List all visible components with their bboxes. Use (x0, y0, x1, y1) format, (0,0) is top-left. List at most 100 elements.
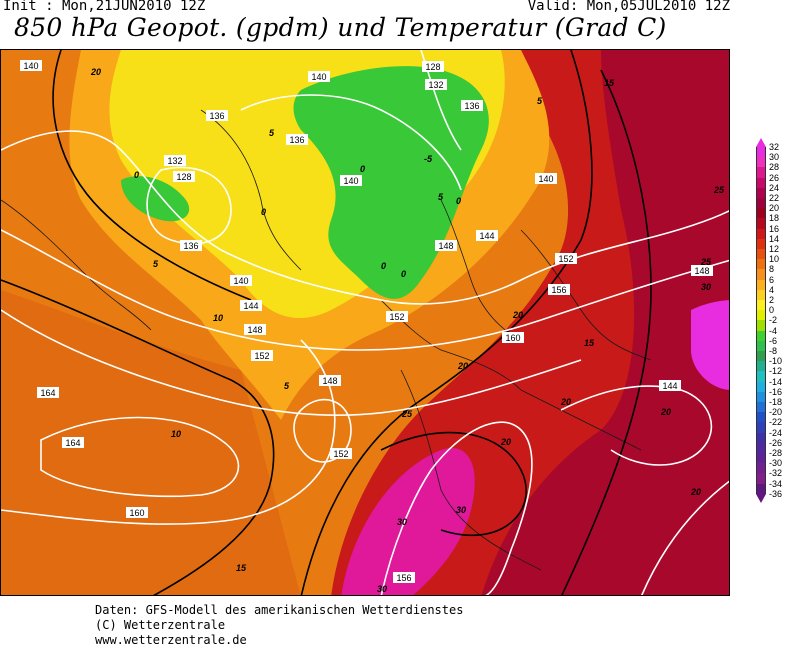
legend-tick-label: 2 (769, 295, 775, 305)
legend-tick-label: -20 (769, 407, 783, 418)
svg-text:15: 15 (236, 563, 247, 573)
legend-tick-label: -28 (769, 448, 783, 458)
svg-text:30: 30 (377, 584, 387, 594)
legend-tick-label: 8 (769, 264, 775, 275)
svg-text:128: 128 (176, 172, 191, 182)
legend-swatch (756, 412, 766, 423)
svg-text:152: 152 (558, 254, 573, 264)
svg-text:10: 10 (213, 313, 223, 323)
legend-swatch (756, 300, 766, 311)
legend-tick-label: 20 (769, 203, 780, 214)
legend-tick-label: -16 (769, 386, 783, 397)
legend-swatch (756, 279, 766, 291)
svg-text:140: 140 (233, 276, 248, 286)
svg-text:10: 10 (171, 429, 181, 439)
svg-text:136: 136 (289, 135, 304, 145)
valid-time: Valid: Mon,05JUL2010 12Z (527, 0, 730, 14)
legend-tick-label: -6 (769, 335, 778, 346)
legend-swatch (756, 391, 766, 403)
svg-text:5: 5 (269, 128, 275, 138)
legend-tick-label: 24 (769, 182, 780, 193)
svg-text:128: 128 (425, 62, 440, 72)
legend-tick-label: -34 (769, 478, 783, 489)
svg-text:5: 5 (438, 192, 444, 202)
svg-text:136: 136 (209, 111, 224, 121)
legend-tick-label: -36 (769, 488, 783, 499)
legend-swatch (756, 157, 766, 168)
svg-text:132: 132 (167, 156, 182, 166)
legend-swatch (756, 218, 766, 230)
legend-tick-label: 22 (769, 193, 780, 203)
legend-swatch (756, 463, 766, 474)
legend-tick-label: 32 (769, 142, 780, 152)
legend-tick-label: -10 (769, 356, 783, 367)
legend-swatch (756, 473, 766, 485)
legend-swatch (756, 310, 766, 321)
legend-arrow-bottom (756, 493, 766, 503)
legend-swatch (756, 371, 766, 383)
map-graphic: 140 128 132 136 136 132 128 136 140 140 … (1, 50, 729, 595)
legend-tick-label: -14 (769, 376, 783, 387)
legend-tick-label: 26 (769, 172, 780, 183)
svg-text:25: 25 (401, 409, 413, 419)
svg-text:140: 140 (311, 72, 326, 82)
legend-tick-label: -32 (769, 468, 783, 479)
svg-text:20: 20 (90, 67, 101, 77)
legend-swatch (756, 453, 766, 464)
legend-tick-label: 12 (769, 244, 780, 254)
legend-swatch (756, 238, 766, 250)
hot-zone-south (341, 448, 475, 595)
legend-swatch (756, 167, 766, 179)
legend-tick-label: -12 (769, 366, 783, 377)
legend-swatch (756, 422, 766, 434)
hot-zone-east (691, 300, 729, 390)
svg-text:0: 0 (381, 261, 386, 271)
legend-swatch (756, 442, 766, 454)
legend-tick-label: -22 (769, 417, 783, 428)
svg-text:20: 20 (500, 437, 511, 447)
footer-line-source: Daten: GFS-Modell des amerikanischen Wet… (95, 603, 464, 617)
svg-text:0: 0 (456, 196, 461, 206)
svg-text:136: 136 (464, 101, 479, 111)
svg-text:15: 15 (584, 338, 595, 348)
data-source-footer: Daten: GFS-Modell des amerikanischen Wet… (95, 603, 463, 648)
legend-tick-label: 18 (769, 213, 780, 224)
svg-text:25: 25 (713, 185, 725, 195)
svg-text:-5: -5 (424, 154, 433, 164)
svg-text:5: 5 (537, 96, 543, 106)
legend-tick-label: -24 (769, 427, 783, 438)
legend-swatch (756, 432, 766, 444)
legend-swatch (756, 228, 766, 240)
svg-text:30: 30 (701, 282, 711, 292)
legend-swatch (756, 483, 766, 495)
legend-tick-label: -4 (769, 325, 778, 336)
geopotential-contours (1, 50, 729, 595)
temperature-labels: 0 5 5 0 0 -5 0 0 0 5 5 10 10 15 15 20 20… (90, 67, 725, 594)
svg-text:0: 0 (401, 269, 406, 279)
svg-text:140: 140 (23, 61, 38, 71)
svg-text:5: 5 (284, 381, 290, 391)
svg-text:0: 0 (360, 164, 365, 174)
legend-swatch (756, 177, 766, 189)
svg-text:0: 0 (261, 207, 266, 217)
legend-tick-label: -2 (769, 315, 778, 326)
legend-tick-label: 14 (769, 233, 780, 244)
svg-text:30: 30 (456, 505, 466, 515)
legend-swatch (756, 249, 766, 260)
legend-swatch (756, 187, 766, 199)
temperature-zone-maroon (481, 50, 729, 595)
svg-text:144: 144 (662, 381, 677, 391)
legend-arrow-top (756, 138, 766, 147)
legend-swatch (756, 289, 766, 301)
svg-text:20: 20 (560, 397, 571, 407)
svg-text:156: 156 (551, 285, 566, 295)
legend-swatch (756, 269, 766, 281)
footer-line-copyright: (C) Wetterzentrale (95, 618, 226, 632)
svg-text:164: 164 (40, 388, 55, 398)
legend-swatch (756, 361, 766, 372)
geopotential-labels: 140 128 132 136 136 132 128 136 140 140 … (20, 60, 713, 583)
svg-text:160: 160 (505, 333, 520, 343)
svg-text:140: 140 (343, 176, 358, 186)
svg-text:5: 5 (153, 259, 159, 269)
legend-tick-label: 10 (769, 254, 780, 265)
